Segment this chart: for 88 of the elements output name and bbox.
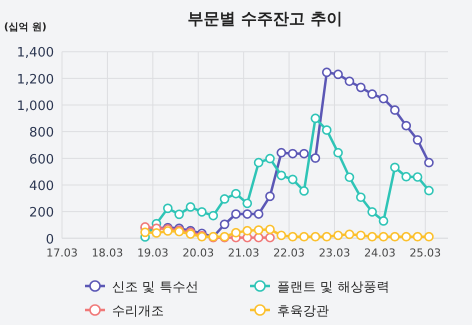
point (412, 232, 422, 242)
point (220, 220, 230, 230)
x-tick-label: 24.03 (364, 246, 396, 260)
point (333, 70, 343, 80)
point (310, 232, 320, 242)
point (231, 228, 241, 238)
point (242, 226, 252, 236)
point (152, 228, 162, 238)
point (356, 82, 366, 92)
x-tick-label: 17.03 (46, 246, 78, 260)
point (242, 209, 252, 219)
y-tick-label: 1,400 (16, 46, 54, 61)
point (356, 192, 366, 202)
point (265, 192, 275, 202)
point (390, 162, 400, 172)
point (401, 120, 412, 130)
point (276, 148, 286, 158)
x-tick-label: 20.03 (182, 246, 214, 260)
point (276, 230, 286, 240)
point (424, 186, 434, 196)
point (220, 194, 230, 204)
point (299, 186, 309, 196)
y-axis-title: (십억 원) (4, 22, 47, 33)
y-tick-label: 1,000 (16, 99, 54, 114)
point (390, 105, 400, 115)
point (197, 207, 207, 217)
point (265, 154, 275, 164)
point (242, 198, 252, 208)
point (378, 232, 388, 242)
point (231, 188, 241, 198)
y-tick-label: 200 (29, 206, 54, 221)
point (378, 216, 388, 226)
y-tick-label: 600 (29, 152, 54, 168)
legend-label: 후육강관 (277, 304, 329, 319)
point (322, 68, 332, 78)
point (322, 232, 332, 242)
point (254, 158, 264, 168)
point (412, 135, 422, 145)
x-tick-label: 22.03 (273, 246, 305, 260)
point (174, 210, 184, 220)
point (401, 172, 412, 182)
point (140, 228, 150, 238)
point (333, 230, 343, 240)
y-tick-label: 800 (29, 126, 54, 141)
point (265, 232, 275, 242)
x-tick-label: 21.03 (228, 246, 260, 260)
point (344, 172, 354, 182)
point (322, 125, 332, 135)
point (288, 174, 298, 184)
point (299, 148, 309, 158)
point (401, 232, 412, 242)
point (367, 232, 377, 242)
point (344, 76, 354, 86)
point (310, 114, 320, 124)
legend-label: 신조 및 특수선 (112, 280, 198, 295)
point (231, 209, 241, 219)
legend-label: 수리개조 (112, 304, 164, 319)
x-tick-label: 23.03 (318, 246, 350, 260)
point (254, 232, 264, 242)
point (288, 232, 298, 242)
point (288, 148, 298, 158)
point (265, 224, 275, 234)
x-tick-label: 25.03 (410, 246, 442, 260)
point (378, 94, 388, 104)
y-tick-label: 400 (29, 178, 54, 194)
point (412, 172, 422, 182)
point (276, 170, 286, 180)
point (163, 204, 173, 214)
point (367, 89, 377, 99)
point (254, 209, 264, 219)
y-tick-label: 1,200 (16, 72, 54, 88)
legend-label: 플랜트 및 해상풍력 (277, 280, 390, 295)
x-tick-label: 19.03 (137, 246, 169, 260)
point (299, 232, 309, 242)
point (356, 230, 366, 240)
chart-title: 부문별 수주잔고 추이 (187, 9, 343, 28)
x-tick-label: 18.03 (92, 246, 124, 260)
point (310, 153, 320, 163)
point (333, 148, 343, 158)
point (390, 232, 400, 242)
point (208, 210, 218, 220)
point (344, 230, 354, 240)
point (367, 207, 377, 217)
point (254, 225, 264, 235)
point (424, 232, 434, 242)
point (186, 202, 196, 212)
y-tick-label: 0 (46, 232, 54, 248)
point (424, 158, 434, 168)
